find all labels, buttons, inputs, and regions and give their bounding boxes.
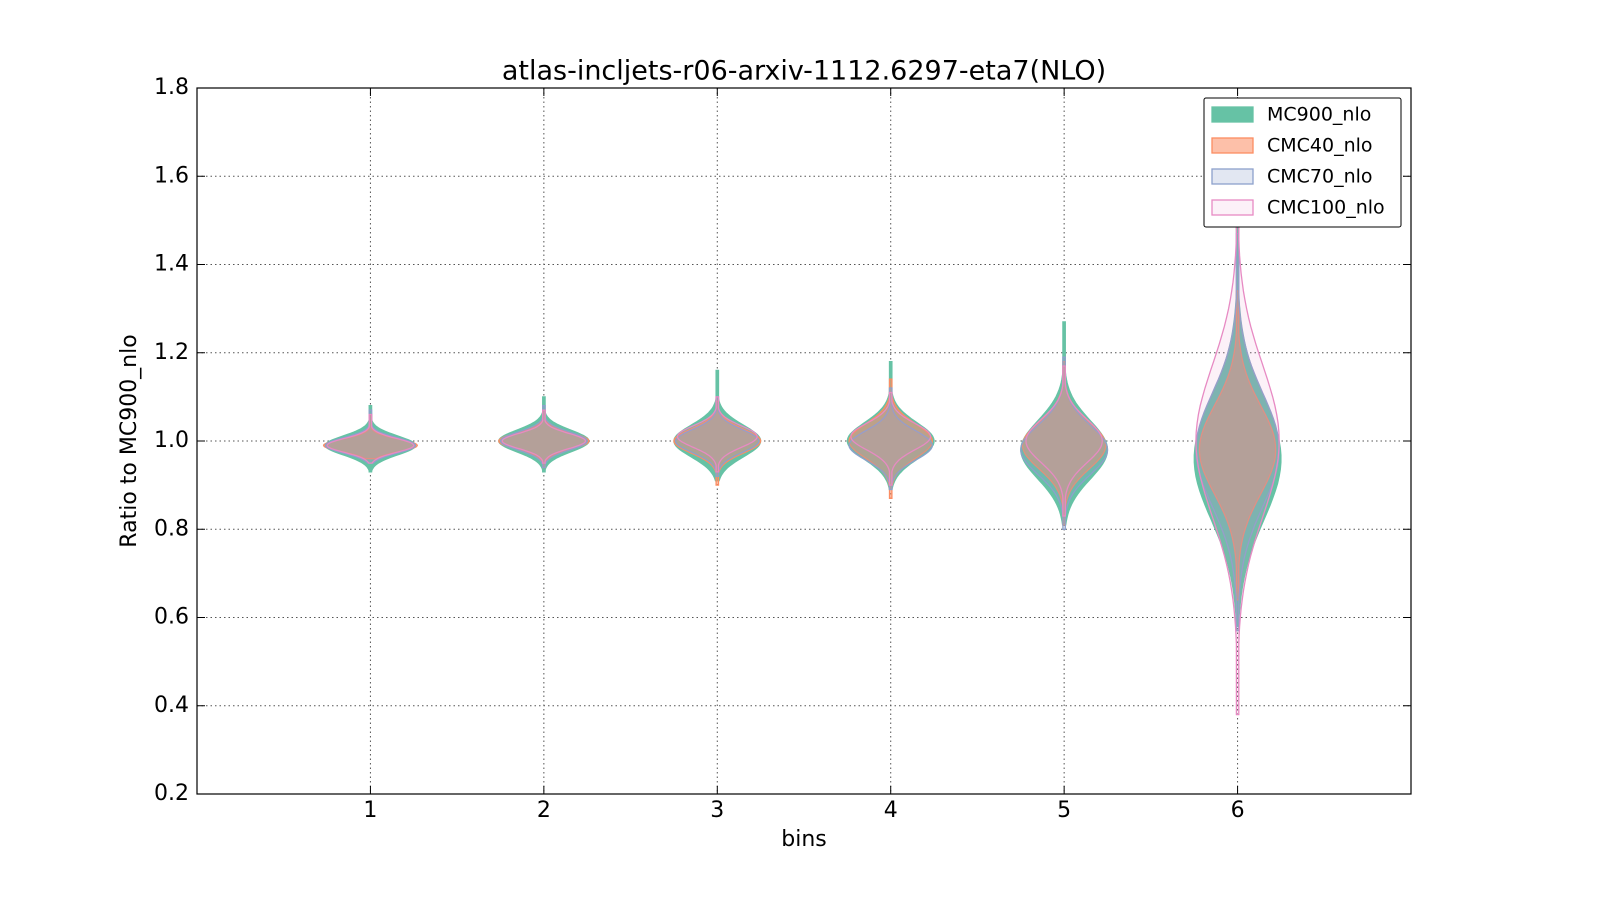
- plot-frame: [196, 87, 1412, 795]
- violin: [848, 387, 933, 491]
- y-tick-label: 1.2: [154, 340, 189, 365]
- legend-label: CMC40_nlo: [1267, 135, 1373, 157]
- y-axis-label: Ratio to MC900_nlo: [117, 334, 142, 547]
- legend-box: [1203, 97, 1402, 228]
- x-tick-label: 3: [710, 798, 724, 823]
- legend-swatch: [1211, 199, 1254, 216]
- legend-swatch: [1211, 168, 1254, 185]
- violin: [848, 378, 933, 500]
- y-tick-label: 0.2: [154, 781, 189, 806]
- legend-label: CMC100_nlo: [1267, 197, 1385, 219]
- legend-swatch: [1211, 106, 1254, 123]
- violin: [324, 409, 417, 464]
- y-tick-label: 1.4: [154, 252, 189, 277]
- x-axis-label: bins: [781, 827, 826, 852]
- violin: [850, 391, 932, 486]
- violin: [499, 405, 588, 469]
- y-tick-label: 1.8: [154, 75, 189, 100]
- x-tick-label: 5: [1057, 798, 1071, 823]
- legend-label: MC900_nlo: [1267, 104, 1371, 126]
- x-tick-label: 4: [884, 798, 898, 823]
- y-tick-label: 1.6: [154, 163, 189, 188]
- legend-label: CMC70_nlo: [1267, 166, 1373, 188]
- chart-title: atlas-incljets-r06-arxiv-1112.6297-eta7(…: [502, 56, 1106, 87]
- violin: [676, 396, 758, 473]
- y-tick-label: 0.4: [154, 693, 189, 718]
- y-tick-label: 0.8: [154, 516, 189, 541]
- violin: [1020, 356, 1109, 530]
- x-tick-label: 2: [537, 798, 551, 823]
- violin: [501, 409, 587, 464]
- violin: [1025, 365, 1103, 517]
- x-tick-label: 6: [1231, 798, 1245, 823]
- violin: [326, 413, 415, 464]
- y-tick-label: 0.6: [154, 605, 189, 630]
- legend-swatch: [1211, 137, 1254, 154]
- x-tick-label: 1: [363, 798, 377, 823]
- y-tick-label: 1.0: [154, 428, 189, 453]
